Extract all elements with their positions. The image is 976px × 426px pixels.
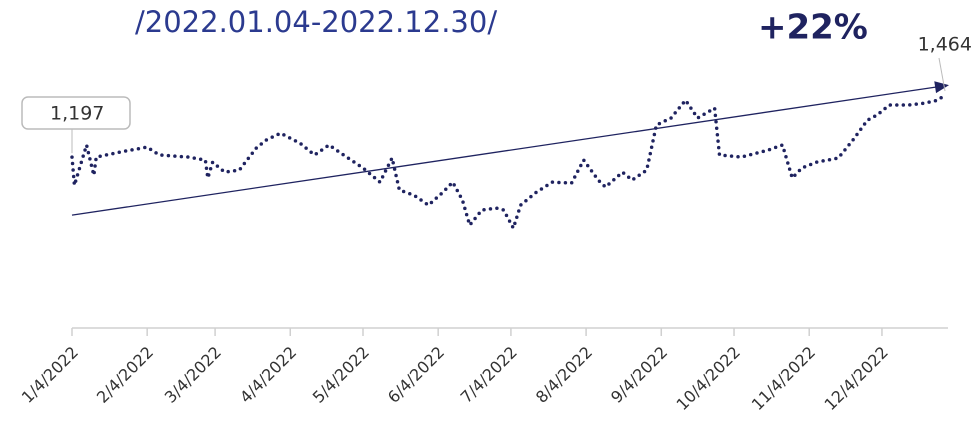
label-box xyxy=(21,96,131,130)
data-line xyxy=(70,93,947,233)
data-label: 1,197 xyxy=(50,103,104,125)
trend-line xyxy=(71,85,940,216)
x-tick-label: 12/4/2022 xyxy=(821,343,892,414)
x-tick-label: 4/4/2022 xyxy=(236,343,300,407)
chart-title: /2022.01.04-2022.12.30/ xyxy=(135,5,497,39)
change-annotation: +22% xyxy=(758,8,868,48)
x-tick-label: 9/4/2022 xyxy=(607,343,671,407)
x-tick-label: 2/4/2022 xyxy=(93,343,157,407)
x-tick-label: 1/4/2022 xyxy=(18,343,82,407)
x-tick-label: 10/4/2022 xyxy=(673,343,744,414)
label-leader xyxy=(938,57,946,92)
x-tick-label: 11/4/2022 xyxy=(748,343,819,414)
x-tick-label: 3/4/2022 xyxy=(161,343,225,407)
x-tick-label: 5/4/2022 xyxy=(309,343,373,407)
data-label: 1,464 xyxy=(918,34,972,56)
x-tick-label: 7/4/2022 xyxy=(457,343,521,407)
trend-arrow xyxy=(934,81,949,94)
x-tick-label: 6/4/2022 xyxy=(384,343,448,407)
x-tick-label: 8/4/2022 xyxy=(532,343,596,407)
